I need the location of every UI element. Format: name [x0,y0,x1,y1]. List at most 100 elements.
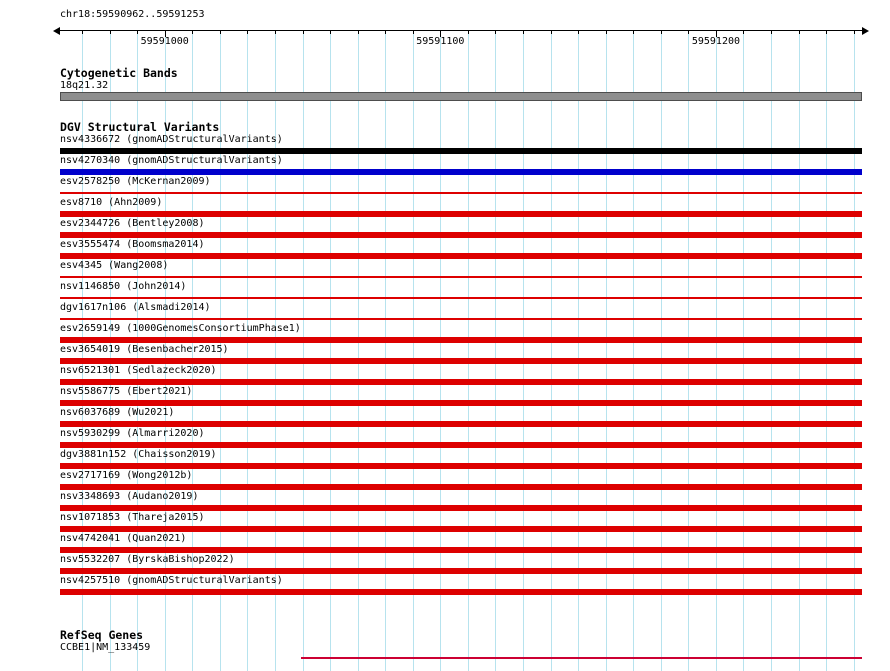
variant-bar[interactable] [60,297,862,299]
variant-label[interactable]: nsv5586775 (Ebert2021) [60,386,193,397]
variant-bar[interactable] [60,442,862,448]
ruler-tick [357,31,359,34]
variant-label[interactable]: nsv4257510 (gnomADStructuralVariants) [60,575,283,586]
variant-label[interactable]: esv3654019 (Besenbacher2015) [60,344,229,355]
variant-bar[interactable] [60,169,862,175]
variant-label[interactable]: nsv6037689 (Wu2021) [60,407,175,418]
ruler-tick-label: 59591200 [691,36,741,47]
variant-label[interactable]: esv2344726 (Bentley2008) [60,218,205,229]
variant-label[interactable]: dgv3881n152 (Chaisson2019) [60,449,217,460]
variant-bar[interactable] [60,148,862,154]
gridline [826,31,828,671]
variant-label[interactable]: dgv1617n106 (Alsmadi2014) [60,302,211,313]
gridline [633,31,635,671]
ruler-tick [495,31,497,34]
ruler-tick [137,31,139,34]
variant-label[interactable]: nsv4742041 (Quan2021) [60,533,187,544]
variant-bar[interactable] [60,337,862,343]
variant-bar[interactable] [60,192,862,194]
variant-label[interactable]: esv8710 (Ahn2009) [60,197,163,208]
gridline [523,31,524,671]
dgv-track-row: dgv1617n106 (Alsmadi2014) [60,302,862,323]
variant-label[interactable]: esv4345 (Wang2008) [60,260,169,271]
ruler-tick [523,31,524,34]
dgv-track-row: esv3654019 (Besenbacher2015) [60,344,862,365]
variant-bar[interactable] [60,276,862,278]
variant-label[interactable]: nsv5930299 (Almarri2020) [60,428,205,439]
variant-bar[interactable] [60,526,862,532]
gridline [743,31,745,671]
ruler-tick [82,31,84,34]
ruler-tick [660,31,662,34]
ruler-tick [826,31,828,34]
variant-label[interactable]: nsv1071853 (Thareja2015) [60,512,205,523]
variant-bar[interactable] [60,505,862,511]
variant-label[interactable]: esv2578250 (McKernan2009) [60,176,211,187]
ruler-right-arrow-icon [862,27,869,35]
gridline [467,31,469,671]
refseq-genes-title: RefSeq Genes [60,628,144,642]
variant-label[interactable]: nsv4270340 (gnomADStructuralVariants) [60,155,283,166]
variant-bar[interactable] [60,547,862,553]
dgv-track-row: nsv5930299 (Almarri2020) [60,428,862,449]
variant-bar[interactable] [60,568,862,574]
variant-bar[interactable] [60,379,862,385]
gridline [274,31,276,671]
ruler-tick [412,31,414,34]
ruler-tick [633,31,635,34]
variant-label[interactable]: nsv1146850 (John2014) [60,281,187,292]
gene-line[interactable] [300,657,862,659]
gridline [109,31,111,671]
dgv-track-row: nsv6521301 (Sedlazeck2020) [60,365,862,386]
variant-label[interactable]: nsv6521301 (Sedlazeck2020) [60,365,217,376]
variant-bar[interactable] [60,484,862,490]
gridline [330,31,332,671]
variant-label[interactable]: nsv4336672 (gnomADStructuralVariants) [60,134,283,145]
dgv-track-row: esv2578250 (McKernan2009) [60,176,862,197]
variant-bar[interactable] [60,421,862,427]
dgv-track-row: esv2659149 (1000GenomesConsortiumPhase1) [60,323,862,344]
region-position: chr18:59590962..59591253 [60,9,205,20]
dgv-track-row: nsv4742041 (Quan2021) [60,533,862,554]
gridline [137,31,139,671]
gridline [853,31,855,671]
dgv-track-row: nsv4257510 (gnomADStructuralVariants) [60,575,862,596]
gridline [605,31,607,671]
cytoband-bar[interactable] [60,92,862,101]
cytogenetic-bands-title: Cytogenetic Bands [60,66,178,80]
variant-label[interactable]: nsv3348693 (Audano2019) [60,491,199,502]
variant-label[interactable]: esv3555474 (Boomsma2014) [60,239,205,250]
ruler-left-arrow-icon [53,27,60,35]
ruler-tick [385,31,387,34]
variant-bar[interactable] [60,253,862,259]
variant-bar[interactable] [60,232,862,238]
gridline [412,31,414,671]
ruler-line [60,30,862,31]
ruler-tick [715,31,717,37]
dgv-track-row: nsv4270340 (gnomADStructuralVariants) [60,155,862,176]
dgv-track-row: nsv1146850 (John2014) [60,281,862,302]
gridline [219,31,221,671]
variant-label[interactable]: esv2717169 (Wong2012b) [60,470,193,481]
dgv-track-row: nsv4336672 (gnomADStructuralVariants) [60,134,862,155]
variant-bar[interactable] [60,358,862,364]
variant-label[interactable]: nsv5532207 (ByrskaBishop2022) [60,554,235,565]
gridline [660,31,662,671]
variant-bar[interactable] [60,400,862,406]
ruler-tick [164,31,166,37]
variant-bar[interactable] [60,463,862,469]
ruler-tick [192,31,194,34]
dgv-track-row: esv3555474 (Boomsma2014) [60,239,862,260]
dgv-tracks: nsv4336672 (gnomADStructuralVariants) nsv… [60,134,862,596]
gridline [798,31,800,671]
variant-bar[interactable] [60,318,862,320]
gene-label[interactable]: CCBE1|NM_133459 [60,642,151,653]
dgv-track-row: nsv3348693 (Audano2019) [60,491,862,512]
variant-bar[interactable] [60,211,862,217]
dgv-track-row: nsv1071853 (Thareja2015) [60,512,862,533]
gridline [192,31,194,671]
variant-label[interactable]: esv2659149 (1000GenomesConsortiumPhase1) [60,323,301,334]
coordinate-gridlines [0,31,890,671]
variant-bar[interactable] [60,589,862,595]
